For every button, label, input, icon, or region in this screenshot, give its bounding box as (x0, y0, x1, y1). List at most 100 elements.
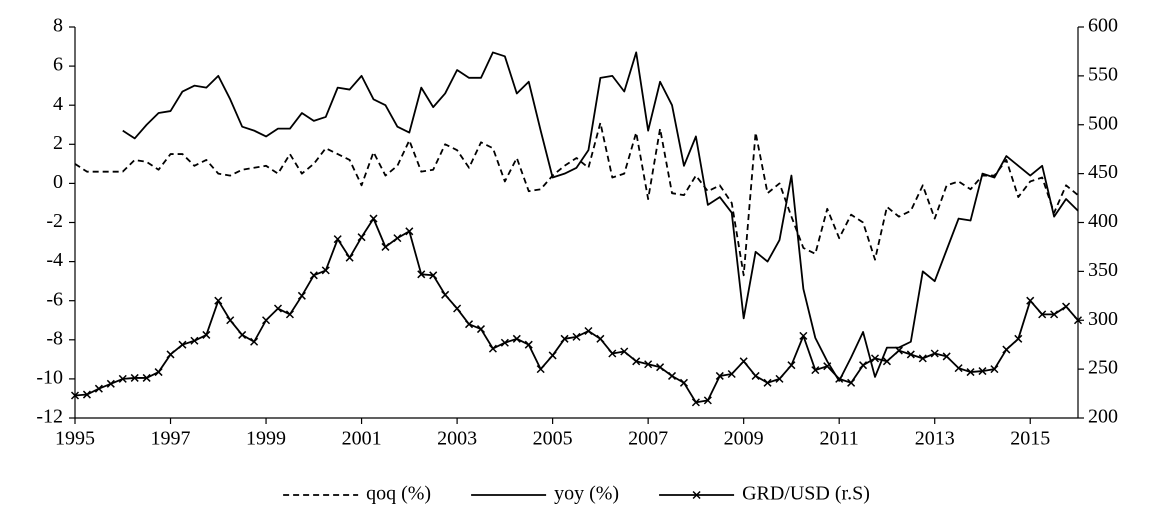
marker (918, 354, 927, 363)
series-line (74, 121, 1079, 277)
x-tick-label: 2013 (915, 428, 955, 450)
marker (966, 368, 975, 377)
legend-marker (692, 490, 701, 500)
marker (978, 367, 987, 376)
marker (476, 325, 486, 334)
marker (154, 368, 163, 377)
marker (130, 373, 139, 382)
marker (1026, 296, 1035, 305)
marker (118, 374, 127, 383)
marker (787, 361, 796, 370)
marker (405, 227, 414, 236)
marker (560, 334, 569, 343)
marker (847, 378, 856, 387)
y2-tick-label: 550 (1088, 63, 1118, 85)
marker (381, 242, 390, 251)
marker (763, 378, 772, 387)
marker (500, 338, 509, 347)
legend-label: qoq (%) (366, 483, 431, 505)
marker (178, 340, 187, 349)
marker (667, 371, 677, 380)
marker (656, 363, 665, 372)
marker (345, 253, 354, 262)
x-tick-label: 1997 (151, 428, 191, 450)
marker (82, 390, 91, 399)
marker (870, 354, 880, 363)
marker (942, 352, 951, 361)
marker (106, 379, 115, 388)
marker (811, 366, 820, 375)
marker (1002, 345, 1011, 354)
marker (799, 331, 808, 340)
marker (859, 361, 868, 370)
marker (393, 234, 402, 243)
marker (309, 271, 318, 280)
y2-tick-label: 600 (1088, 15, 1118, 37)
marker (429, 271, 438, 280)
marker (250, 337, 259, 346)
marker (70, 391, 80, 400)
marker (297, 291, 306, 300)
marker (202, 330, 211, 339)
marker (572, 332, 581, 341)
y-tick-label: -4 (46, 249, 63, 271)
y2-tick-label: 450 (1088, 161, 1118, 183)
marker (333, 235, 342, 244)
y-tick-label: -12 (36, 406, 63, 428)
marker (273, 304, 283, 313)
series-line (122, 51, 1079, 382)
marker (238, 330, 247, 339)
x-tick-label: 2009 (724, 428, 764, 450)
marker (166, 350, 175, 359)
y-tick-label: 0 (53, 171, 63, 193)
x-tick-label: 2001 (342, 428, 382, 450)
x-tick-label: 1999 (246, 428, 286, 450)
marker (357, 233, 366, 242)
marker (226, 316, 235, 325)
marker (94, 384, 103, 393)
marker (1038, 310, 1047, 319)
series-line (74, 217, 1079, 404)
y-tick-label: -8 (46, 327, 63, 349)
marker (775, 374, 784, 383)
marker (214, 296, 223, 305)
y-tick-label: 4 (53, 93, 63, 115)
marker (1073, 316, 1083, 325)
legend-label: GRD/USD (r.S) (742, 483, 870, 505)
marker (739, 357, 748, 366)
y-tick-label: 8 (53, 15, 63, 37)
marker (441, 290, 450, 299)
x-tick-label: 2003 (437, 428, 477, 450)
y-tick-label: -10 (36, 366, 63, 388)
marker (715, 371, 724, 380)
legend-label: yoy (%) (554, 483, 619, 505)
marker (894, 346, 903, 355)
marker (465, 320, 474, 329)
marker (512, 334, 521, 343)
x-tick-label: 2015 (1010, 428, 1050, 450)
marker (727, 369, 736, 379)
marker (644, 360, 653, 369)
x-tick-label: 2011 (820, 428, 859, 450)
marker (548, 351, 557, 360)
y-tick-label: -2 (46, 210, 63, 232)
y2-tick-label: 500 (1088, 112, 1118, 134)
marker (751, 371, 760, 380)
marker (930, 349, 939, 358)
marker (703, 396, 712, 405)
marker (321, 266, 330, 275)
marker (190, 336, 199, 345)
marker (584, 326, 593, 336)
y2-tick-label: 350 (1088, 259, 1118, 281)
marker (262, 316, 271, 325)
y-tick-label: -6 (46, 288, 63, 310)
marker (823, 362, 832, 371)
marker (990, 365, 999, 374)
marker (596, 334, 605, 343)
marker (906, 350, 915, 359)
x-tick-label: 2005 (533, 428, 573, 450)
marker (524, 340, 533, 349)
marker (632, 357, 641, 366)
